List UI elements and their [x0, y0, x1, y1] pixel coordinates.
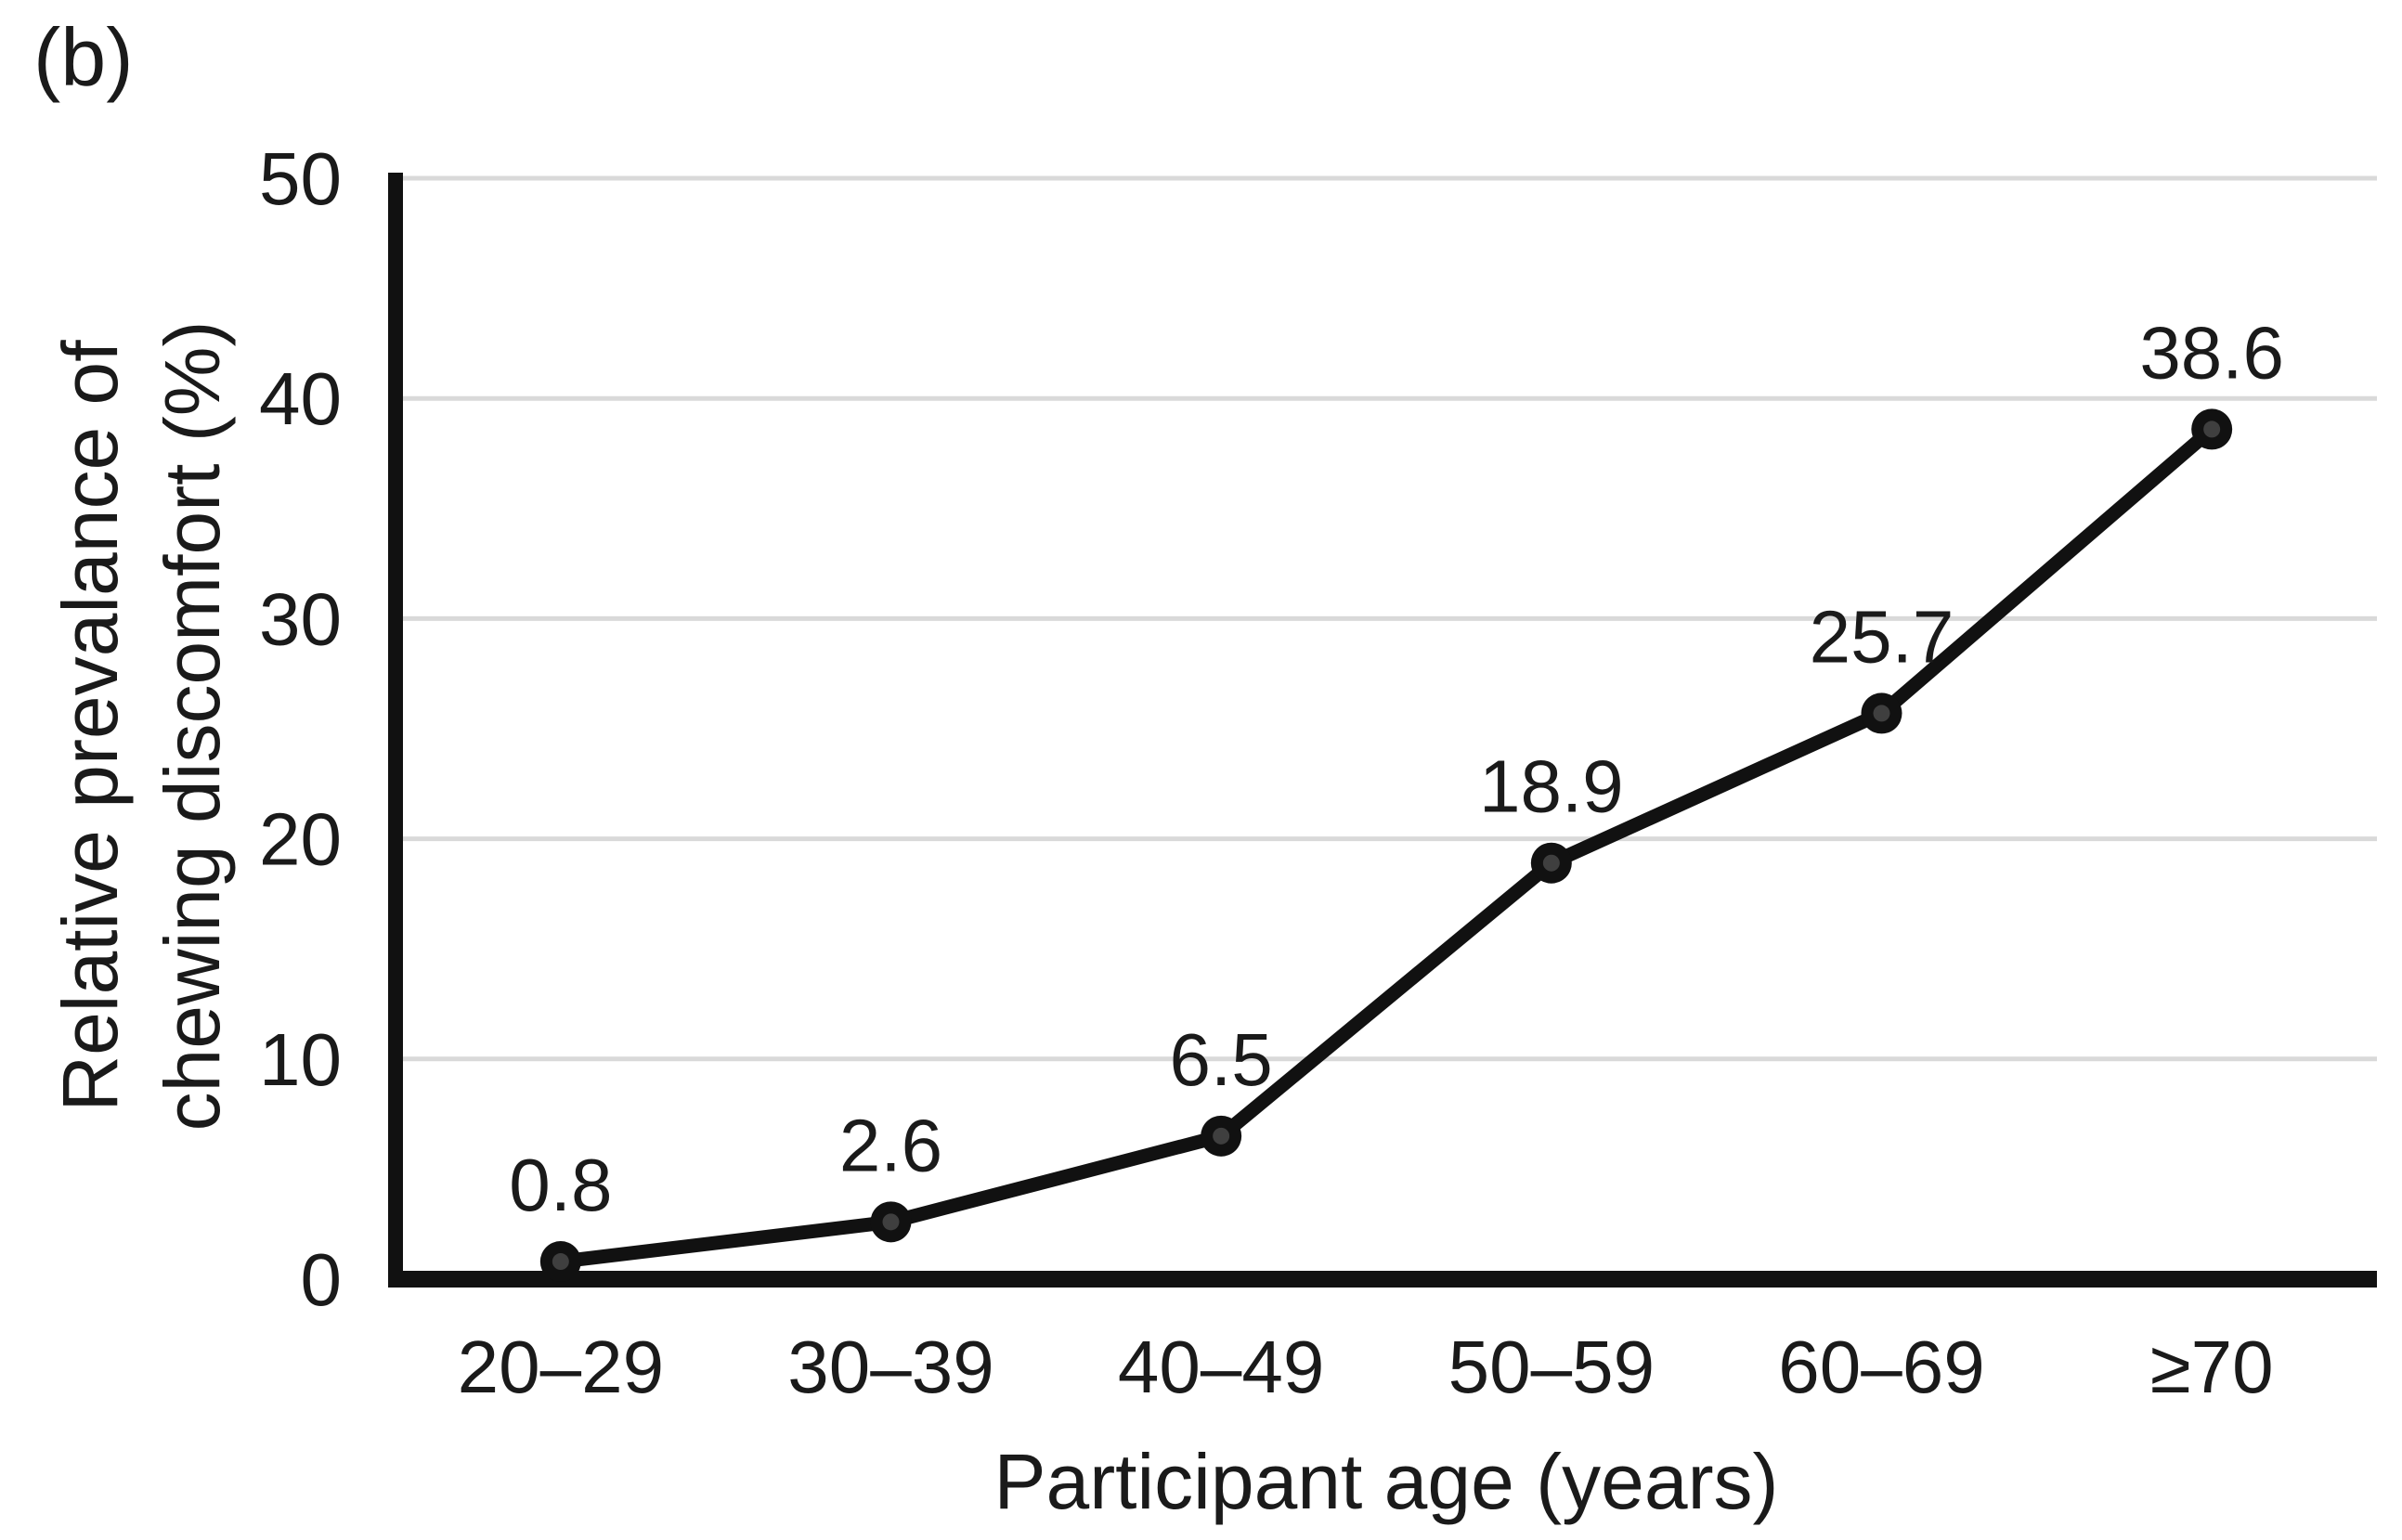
data-point-marker-center	[1213, 1127, 1230, 1145]
data-point-label: 25.7	[1810, 595, 1954, 678]
data-point-label: 38.6	[2139, 311, 2284, 394]
data-point-label: 2.6	[839, 1104, 942, 1186]
y-tick-label: 40	[259, 357, 342, 440]
panel-label: (b)	[33, 11, 134, 103]
data-series-line	[553, 421, 2219, 1269]
data-point-label: 18.9	[1479, 745, 1624, 828]
x-tick-label: 60–69	[1778, 1326, 1984, 1408]
x-tick-label: 50–59	[1448, 1326, 1655, 1408]
x-tick-label: 30–39	[787, 1326, 993, 1408]
data-point-marker-center	[882, 1213, 900, 1231]
y-tick-label: 50	[259, 137, 342, 220]
y-tick-label: 0	[301, 1238, 343, 1321]
y-tick-label: 30	[259, 577, 342, 660]
y-tick-label: 20	[259, 798, 342, 881]
x-tick-label: ≥70	[2150, 1326, 2274, 1408]
data-point-marker-center	[1873, 705, 1890, 722]
y-tick-label: 10	[259, 1018, 342, 1101]
x-tick-label: 40–49	[1118, 1326, 1324, 1408]
x-tick-label: 20–29	[458, 1326, 664, 1408]
x-axis-title: Participant age (years)	[993, 1438, 1779, 1525]
data-point-label: 0.8	[509, 1144, 612, 1226]
data-point-marker-center	[2203, 421, 2221, 438]
data-point-marker-center	[1542, 854, 1560, 872]
data-point-label: 6.5	[1170, 1018, 1273, 1101]
data-point-marker-center	[552, 1253, 569, 1271]
